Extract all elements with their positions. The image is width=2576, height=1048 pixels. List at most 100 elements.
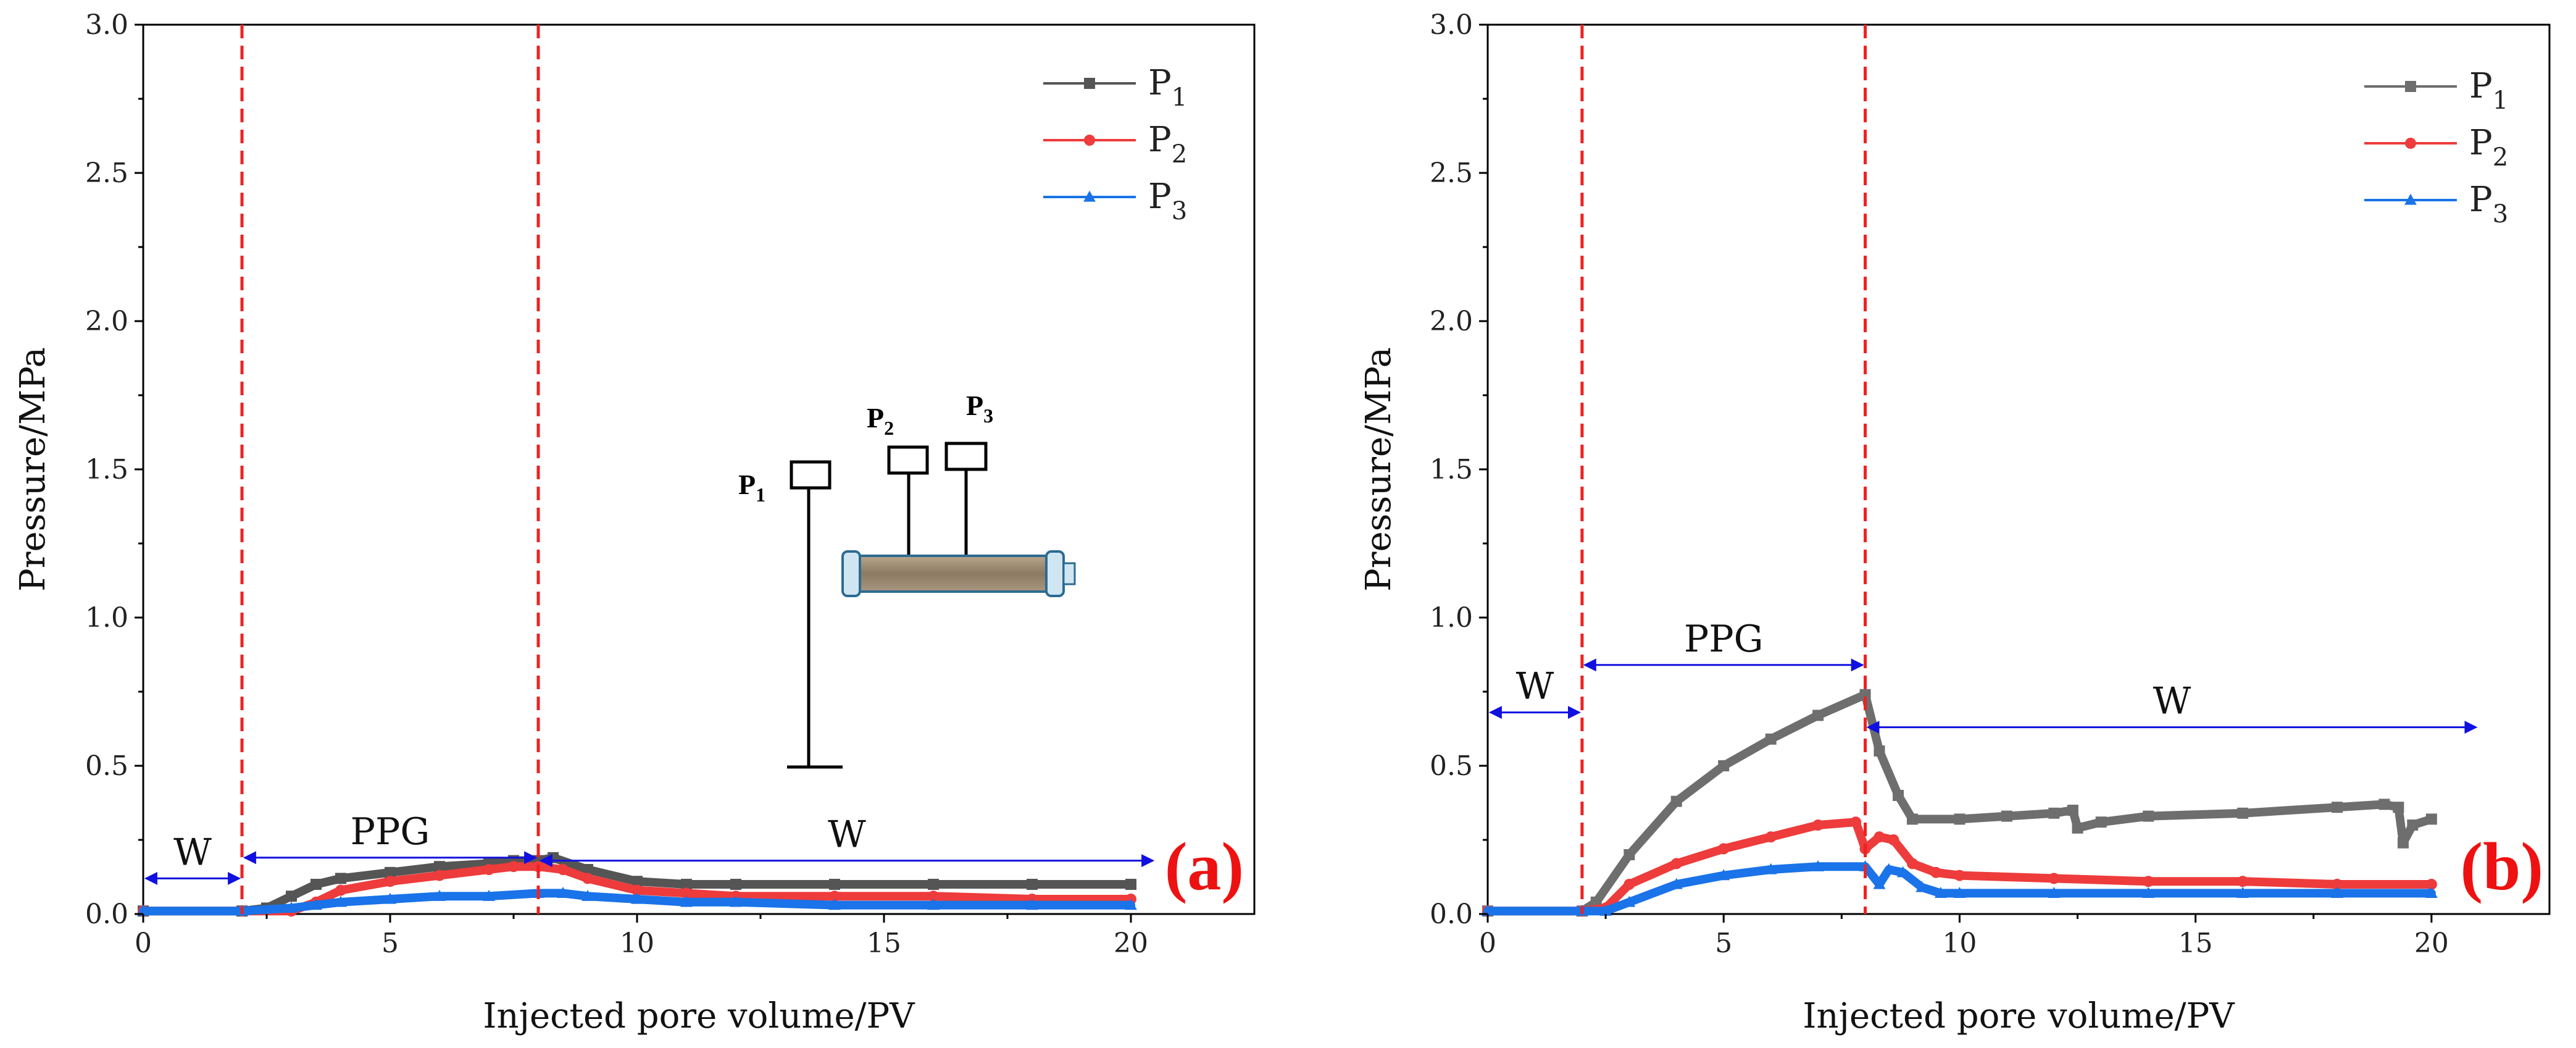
- y-tick-label: 2.5: [85, 157, 128, 189]
- data-point-p3: [1934, 887, 1947, 899]
- chart-panel-b: W PPG W 0 5 10 15 20 0.0 0.5 1.0 1.5 2.0 2.5 3.0 P1 P2…: [1359, 9, 2551, 1036]
- data-point-p3: [1896, 866, 1909, 878]
- data-point-p1: [1624, 849, 1635, 860]
- data-point-p2: [335, 884, 346, 896]
- core-end-cap-left-icon: [841, 550, 861, 597]
- x-tick-label: 0: [1479, 928, 1496, 959]
- data-point-p2: [508, 861, 519, 873]
- pressure-gauge-p3-icon: [944, 442, 988, 471]
- legend: P1 P2 P3: [2364, 66, 2508, 228]
- data-point-p2: [1907, 858, 1918, 870]
- data-point-p3: [1599, 904, 1612, 916]
- data-point-p3: [2048, 887, 2061, 899]
- data-point-p2: [1874, 831, 1885, 843]
- y-tick-label: 0.0: [85, 899, 128, 930]
- x-tick-label: 10: [620, 928, 654, 959]
- data-point-p1: [2407, 820, 2419, 831]
- plot-frame: [1486, 23, 2551, 915]
- data-point-p1: [1893, 790, 1904, 801]
- data-point-p1: [2001, 810, 2012, 822]
- data-point-p1: [2067, 805, 2078, 816]
- data-point-p2: [1850, 816, 1862, 828]
- data-point-p1: [311, 879, 322, 890]
- data-point-p3: [730, 895, 742, 907]
- x-tick-label: 15: [867, 928, 901, 959]
- legend-label-p3: P3: [2469, 180, 2508, 228]
- data-point-p1: [2143, 810, 2154, 822]
- data-point-p1: [928, 879, 939, 890]
- data-point-p3: [1125, 899, 1137, 910]
- data-point-p1: [2393, 802, 2404, 813]
- data-point-p3: [927, 899, 940, 910]
- data-point-p2: [1624, 879, 1635, 890]
- y-tick-label: 2.0: [1430, 306, 1473, 337]
- y-tick-label: 0.5: [85, 750, 128, 782]
- phase-label: W: [2153, 680, 2191, 723]
- legend-label-p1: P1: [2469, 66, 2508, 115]
- data-point-p1: [1718, 760, 1730, 771]
- data-point-p3: [335, 895, 347, 907]
- y-tick-label: 1.0: [1430, 602, 1473, 634]
- inset-label-p3: P3: [966, 390, 993, 427]
- data-point-p3: [285, 902, 298, 913]
- data-point-p3: [1717, 869, 1730, 881]
- data-point-p2: [2425, 879, 2437, 890]
- data-point-p2: [2048, 873, 2060, 884]
- legend-label-p1: P1: [1148, 63, 1187, 112]
- data-point-p3: [2142, 887, 2155, 899]
- data-point-p2: [1718, 843, 1730, 855]
- legend-label-p2: P2: [1148, 120, 1187, 169]
- y-tick-label: 0.5: [1430, 750, 1473, 782]
- y-tick-label: 1.5: [1430, 454, 1473, 485]
- data-point-p1: [2332, 802, 2343, 813]
- data-point-p1: [1670, 795, 1682, 807]
- x-tick-label: 5: [381, 928, 399, 959]
- data-point-p2: [1812, 820, 1824, 831]
- data-point-p3: [1623, 895, 1636, 907]
- data-point-p1: [385, 866, 396, 878]
- core-holder-inset: P1 P2 P3: [738, 390, 1076, 769]
- data-point-p2: [2237, 876, 2249, 887]
- data-point-p2: [1930, 866, 1942, 878]
- data-point-p1: [2425, 813, 2437, 825]
- data-point-p3: [310, 899, 322, 910]
- data-point-p1: [730, 879, 741, 890]
- data-point-p1: [631, 876, 643, 887]
- pressure-gauge-p1-icon: [790, 460, 832, 490]
- data-point-p3: [1953, 887, 1966, 899]
- data-point-p2: [1888, 834, 1899, 845]
- data-point-p1: [1125, 879, 1136, 890]
- pressure-gauge-p2-icon: [887, 445, 929, 475]
- data-point-p1: [1812, 710, 1824, 721]
- x-tick-label: 20: [1114, 928, 1148, 959]
- inset-label-p1: P1: [738, 469, 765, 506]
- outlet-nozzle-icon: [1062, 562, 1076, 585]
- series-line-p2: [1483, 818, 2436, 916]
- data-point-p1: [1859, 689, 1871, 700]
- data-point-p2: [434, 870, 445, 881]
- data-point-p3: [828, 899, 841, 910]
- phase-label: W: [1516, 665, 1554, 708]
- y-axis-title: Pressure/MPa: [13, 347, 53, 592]
- data-point-p2: [1954, 870, 1965, 881]
- legend-marker-p2: [1084, 135, 1095, 146]
- data-point-p2: [2332, 879, 2343, 890]
- data-point-p3: [2236, 887, 2249, 899]
- data-point-p3: [1873, 878, 1886, 889]
- y-tick-label: 3.0: [85, 9, 128, 41]
- panel-label: (a): [1165, 829, 1244, 904]
- data-point-p2: [2143, 876, 2154, 887]
- data-point-p2: [829, 891, 840, 902]
- data-point-p3: [1812, 860, 1825, 871]
- series-line-p3: [1483, 862, 2436, 916]
- inset-label-p2: P2: [867, 402, 894, 439]
- data-point-p2: [385, 876, 396, 887]
- data-point-p1: [1027, 879, 1038, 890]
- data-point-p3: [631, 892, 643, 904]
- y-tick-label: 1.5: [85, 454, 128, 485]
- chart-panel-a: W PPG W 0 5 10 15 20 0.0 0.5 1.0 1.5 2.0 2.5 3.0 P1 P2…: [13, 9, 1256, 1036]
- data-point-p1: [2048, 807, 2060, 819]
- data-point-p3: [1882, 863, 1895, 874]
- data-point-p3: [2425, 887, 2438, 899]
